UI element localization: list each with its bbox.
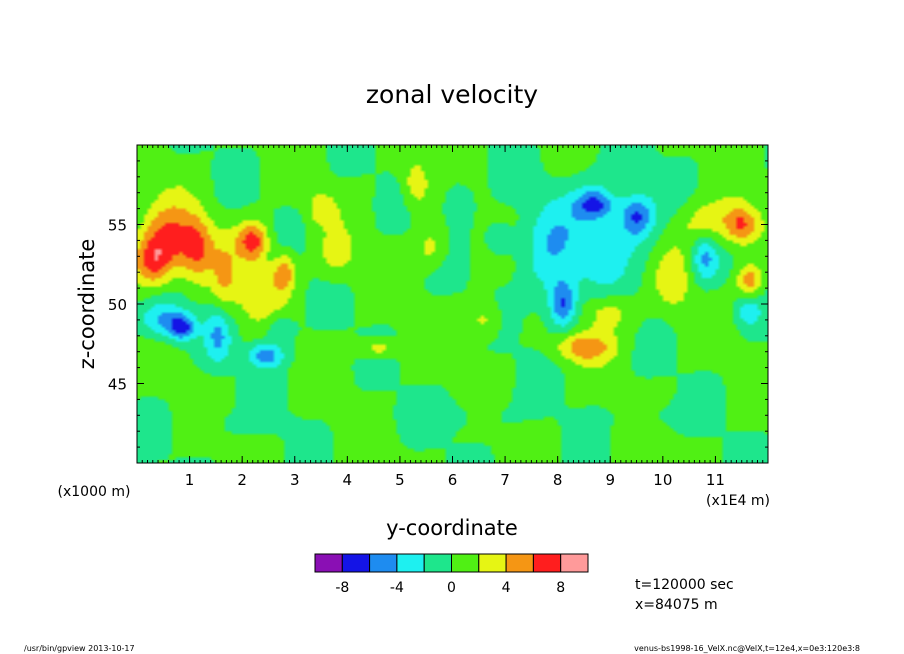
colorbar-swatch bbox=[369, 553, 398, 573]
x-tick-label: 9 bbox=[605, 471, 615, 489]
x-tick-label: 7 bbox=[500, 471, 510, 489]
colorbar-swatch bbox=[396, 553, 425, 573]
chart-title: zonal velocity bbox=[366, 80, 538, 109]
time-annotation: t=120000 sec bbox=[635, 577, 734, 593]
colorbar-tick-label: -4 bbox=[390, 580, 404, 596]
colorbar-swatch bbox=[532, 553, 562, 573]
x-tick-label: 1 bbox=[185, 471, 195, 489]
x-axis-label: y-coordinate bbox=[386, 516, 518, 540]
velocity-field-image bbox=[137, 145, 768, 463]
footer-right: venus-bs1998-16_VelX.nc@VelX,t=12e4,x=0e… bbox=[634, 644, 860, 653]
x-tick-label: 2 bbox=[237, 471, 247, 489]
colorbar-swatch bbox=[451, 553, 480, 573]
colorbar-swatch bbox=[423, 553, 453, 573]
x-tick-label: 6 bbox=[448, 471, 458, 489]
x-tick-label: 10 bbox=[653, 471, 672, 489]
y-axis-ticks: 45 50 55 bbox=[108, 160, 768, 448]
colorbar-swatch bbox=[505, 553, 534, 573]
y-tick-label: 45 bbox=[108, 376, 127, 394]
colorbar-swatch bbox=[560, 553, 589, 573]
colorbar-tick-label: 0 bbox=[447, 580, 456, 596]
x-tick-label: 3 bbox=[290, 471, 300, 489]
footer-left: /usr/bin/gpview 2013-10-17 bbox=[24, 644, 135, 653]
x-axis-ticks: 1 2 3 4 5 6 7 8 9 10 11 bbox=[141, 145, 769, 489]
x-tick-label: 8 bbox=[553, 471, 563, 489]
position-annotation: x=84075 m bbox=[635, 597, 718, 613]
colorbar-swatch bbox=[341, 553, 371, 573]
colorbar: -8 -4 0 4 8 bbox=[314, 553, 589, 596]
y-axis-unit: (x1000 m) bbox=[58, 484, 131, 500]
y-tick-label: 55 bbox=[108, 217, 127, 235]
colorbar-tick-label: 8 bbox=[556, 580, 565, 596]
colorbar-tick-label: 4 bbox=[502, 580, 511, 596]
plot-area bbox=[136, 144, 769, 464]
colorbar-swatch bbox=[478, 553, 507, 573]
y-tick-label: 50 bbox=[108, 296, 127, 314]
x-tick-label: 11 bbox=[706, 471, 725, 489]
colorbar-tick-label: -8 bbox=[335, 580, 349, 596]
x-tick-label: 5 bbox=[395, 471, 405, 489]
x-axis-unit: (x1E4 m) bbox=[706, 493, 770, 509]
x-tick-label: 4 bbox=[343, 471, 353, 489]
colorbar-swatch bbox=[314, 553, 343, 573]
y-axis-label: z-coordinate bbox=[75, 239, 99, 370]
